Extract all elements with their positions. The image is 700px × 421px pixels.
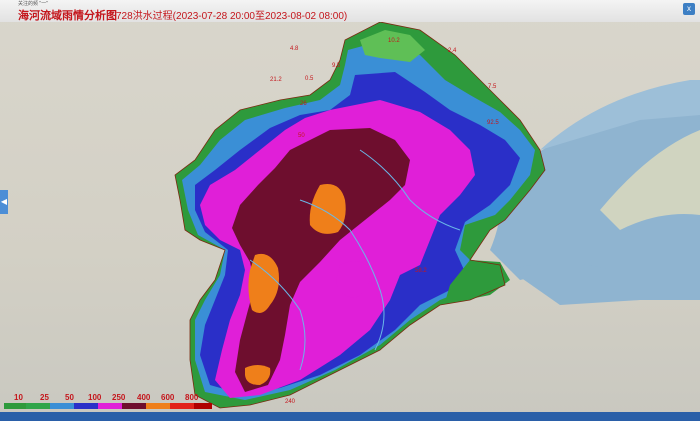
map-label: 50 <box>298 133 305 139</box>
window-subtitle: 728洪水过程(2023-07-28 20:00至2023-08-02 08:0… <box>116 11 348 22</box>
map-label: 7.5 <box>488 84 497 90</box>
legend-label: 800 <box>185 393 199 402</box>
map-label: 9.5 <box>332 63 341 69</box>
map-label: 10.2 <box>388 38 400 44</box>
zone-orange-sw <box>245 365 271 385</box>
bay <box>510 262 640 305</box>
legend-swatch <box>194 403 212 409</box>
legend-swatch <box>74 403 98 409</box>
close-button[interactable]: x <box>683 3 695 15</box>
map-label: 92.5 <box>487 120 499 126</box>
window-titlebar: 关注的频 "一" 海河流域雨情分析图 728洪水过程(2023-07-28 20… <box>0 0 700 22</box>
toolbar-text: 关注的频 "一" <box>18 1 48 7</box>
map-label: 26 <box>300 101 307 107</box>
sea-area <box>490 100 700 300</box>
legend-swatch <box>146 403 170 409</box>
legend-swatch <box>26 403 50 409</box>
basin-outline <box>174 21 546 409</box>
river <box>299 199 385 351</box>
sea-area-north <box>540 80 700 150</box>
legend-label: 250 <box>112 393 126 402</box>
peninsula <box>600 130 700 230</box>
legend-label: 100 <box>88 393 102 402</box>
map-label: 2.4 <box>448 48 457 54</box>
zone-orange-south <box>248 253 279 314</box>
map-label: 58.2 <box>415 268 427 274</box>
legend-swatch <box>98 403 122 409</box>
legend-label: 25 <box>40 393 49 402</box>
legend-label: 50 <box>65 393 74 402</box>
map-label: 0.5 <box>305 76 314 82</box>
legend-label: 10 <box>14 393 23 402</box>
legend-swatch <box>50 403 74 409</box>
taskbar <box>0 412 700 421</box>
map-label: 21.2 <box>270 77 282 83</box>
river <box>249 259 306 371</box>
legend-label: 600 <box>161 393 175 402</box>
map-label: 4.8 <box>290 46 299 52</box>
map-label: 240 <box>285 399 296 405</box>
zone-green-coast <box>445 260 510 302</box>
legend-swatch <box>170 403 194 409</box>
window-title: 海河流域雨情分析图 <box>18 10 117 22</box>
legend-swatch <box>122 403 146 409</box>
legend-label: 400 <box>137 393 151 402</box>
legend-swatch <box>4 403 26 409</box>
zone-green-north <box>360 30 425 62</box>
river <box>359 149 461 231</box>
zone-darkred <box>232 128 410 392</box>
collapse-arrow-icon[interactable]: ◀ <box>0 190 8 214</box>
zone-magenta-patch <box>336 261 371 298</box>
rainfall-legend: 10 25 50 100 250 400 600 800 <box>4 393 214 413</box>
zone-orange-north <box>309 184 346 234</box>
